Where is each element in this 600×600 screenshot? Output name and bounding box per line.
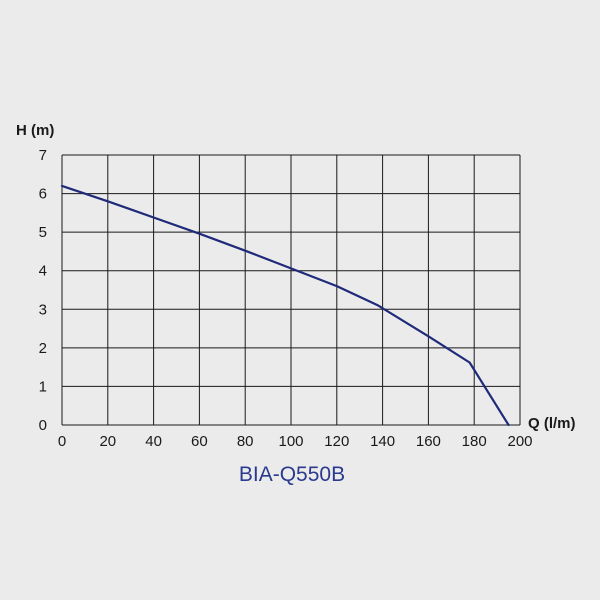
x-axis-label: Q (l/m)	[528, 415, 576, 432]
pump-curve-line	[60, 184, 510, 427]
y-tick-label: 4	[39, 263, 47, 280]
x-tick-labels: 0 20 40 60 80 100 120 140 160 180 200	[58, 433, 533, 450]
x-tick-label: 40	[145, 433, 162, 450]
x-tick-label: 160	[416, 433, 441, 450]
y-tick-labels: 0 1 2 3 4 5 6 7	[39, 147, 47, 434]
x-tick-label: 60	[191, 433, 208, 450]
y-axis-label: H (m)	[16, 122, 54, 139]
y-tick-label: 3	[39, 301, 47, 318]
y-tick-label: 5	[39, 224, 47, 241]
y-tick-label: 0	[39, 417, 47, 434]
model-label: BIA-Q550B	[239, 463, 345, 486]
y-tick-label: 6	[39, 186, 47, 203]
x-tick-label: 100	[278, 433, 303, 450]
x-tick-label: 200	[507, 433, 532, 450]
x-tick-label: 140	[370, 433, 395, 450]
x-tick-label: 80	[237, 433, 254, 450]
y-tick-label: 7	[39, 147, 47, 164]
grid	[61, 154, 521, 426]
x-tick-label: 180	[462, 433, 487, 450]
y-tick-label: 1	[39, 378, 47, 395]
x-tick-label: 120	[324, 433, 349, 450]
x-tick-label: 0	[58, 433, 66, 450]
x-tick-label: 20	[99, 433, 116, 450]
curve-layer	[60, 184, 510, 427]
y-tick-label: 2	[39, 340, 47, 357]
